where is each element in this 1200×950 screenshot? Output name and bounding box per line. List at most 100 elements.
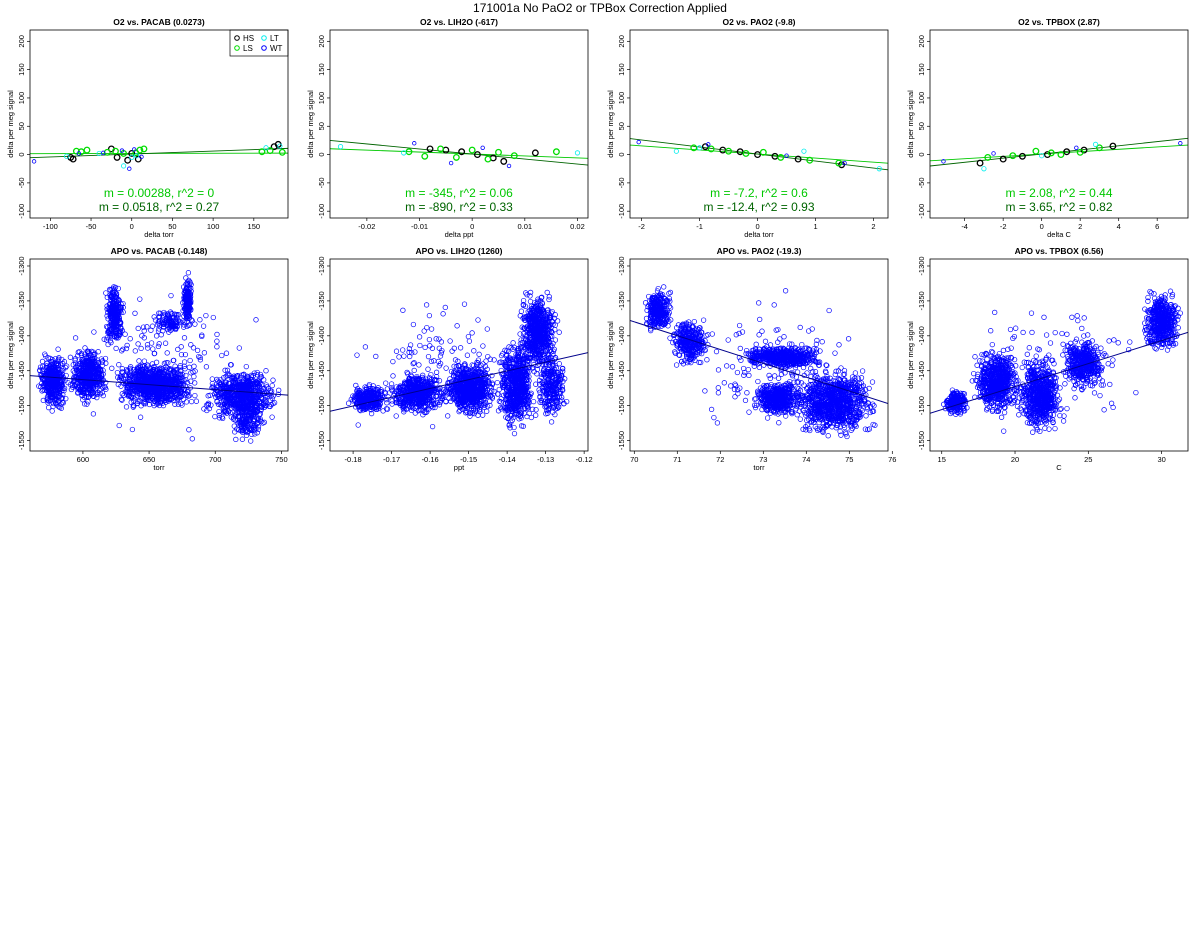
data-point <box>39 388 45 394</box>
plot-area <box>630 138 888 172</box>
data-point <box>209 380 216 387</box>
data-point <box>223 379 229 386</box>
data-point <box>126 374 133 380</box>
data-point <box>192 321 198 327</box>
data-point <box>143 369 149 376</box>
data-point <box>254 409 261 415</box>
y-axis-label: delta per meg signal <box>6 90 15 158</box>
point-WT <box>941 159 946 164</box>
data-point <box>140 371 146 377</box>
y-tick-label: -1350 <box>17 291 26 310</box>
point-LS <box>984 153 992 161</box>
data-point <box>162 340 169 346</box>
y-tick-label: 200 <box>17 35 26 48</box>
data-point <box>104 313 110 319</box>
data-point <box>262 398 268 404</box>
point-LT <box>134 153 140 159</box>
data-point <box>112 324 118 331</box>
data-point <box>168 396 174 402</box>
data-point <box>168 366 174 373</box>
data-point <box>59 382 65 389</box>
data-point <box>156 310 162 316</box>
plot-frame <box>329 29 589 219</box>
data-point <box>171 357 177 364</box>
data-point <box>151 314 157 320</box>
data-point <box>116 376 123 383</box>
x-tick-label: 750 <box>275 455 288 464</box>
data-point <box>44 365 50 371</box>
data-point <box>137 296 143 302</box>
data-point <box>183 281 189 287</box>
data-point <box>155 328 162 334</box>
data-point <box>182 366 188 372</box>
data-point <box>160 402 167 409</box>
data-point <box>178 351 185 358</box>
data-point <box>276 387 282 393</box>
data-point <box>389 401 395 407</box>
data-point <box>191 363 197 369</box>
data-point <box>224 399 230 405</box>
point-WT <box>842 160 847 166</box>
data-point <box>165 398 171 404</box>
data-point <box>119 369 125 375</box>
point-HS <box>113 153 121 161</box>
x-tick-label: -0.01 <box>411 222 428 231</box>
data-point <box>161 321 167 327</box>
data-point <box>85 394 91 401</box>
point-HS <box>754 151 762 159</box>
data-point <box>163 359 169 366</box>
data-point <box>254 380 260 386</box>
data-point <box>219 414 225 420</box>
data-point <box>164 392 170 398</box>
fit-annotation: m = -7.2, r^2 = 0.6 <box>710 186 808 200</box>
data-point <box>380 408 386 414</box>
data-point <box>120 300 126 307</box>
data-point <box>183 307 189 313</box>
y-tick-label: 100 <box>17 92 26 105</box>
x-axis-label: delta torr <box>144 230 174 239</box>
data-point <box>240 427 246 433</box>
data-point <box>123 345 130 352</box>
point-LS <box>140 145 148 153</box>
data-point <box>83 355 90 361</box>
data-point <box>100 371 106 377</box>
data-point <box>257 380 263 386</box>
data-point <box>113 292 119 299</box>
data-point <box>261 419 267 425</box>
data-point <box>269 414 275 420</box>
data-point <box>83 378 89 385</box>
data-point <box>51 373 57 379</box>
data-point <box>89 362 96 368</box>
plot-frame <box>929 29 1189 219</box>
data-point <box>356 403 363 409</box>
x-tick-label: 150 <box>248 222 261 231</box>
data-point <box>140 324 147 330</box>
data-point <box>247 409 253 415</box>
data-point <box>123 372 130 379</box>
data-point <box>169 395 175 402</box>
point-LS <box>405 148 413 156</box>
point-LS <box>835 159 843 167</box>
data-point <box>163 393 169 399</box>
data-point <box>112 293 119 300</box>
data-point <box>152 317 159 323</box>
y-axis-label: delta per meg signal <box>6 321 15 389</box>
data-point <box>155 391 162 397</box>
data-point <box>57 404 63 411</box>
point-LS <box>136 146 144 154</box>
data-point <box>146 401 153 408</box>
point-LS <box>806 156 814 164</box>
data-point <box>127 389 133 395</box>
data-point <box>79 361 85 367</box>
data-point <box>231 423 237 429</box>
x-tick-label: -50 <box>86 222 97 231</box>
legend-label: HS <box>243 34 254 43</box>
data-point <box>112 328 119 335</box>
data-point <box>80 389 87 396</box>
data-point <box>246 426 252 432</box>
data-point <box>173 325 179 332</box>
data-point <box>144 324 150 330</box>
data-point <box>217 401 224 408</box>
data-point <box>210 383 216 389</box>
data-point <box>227 362 234 368</box>
